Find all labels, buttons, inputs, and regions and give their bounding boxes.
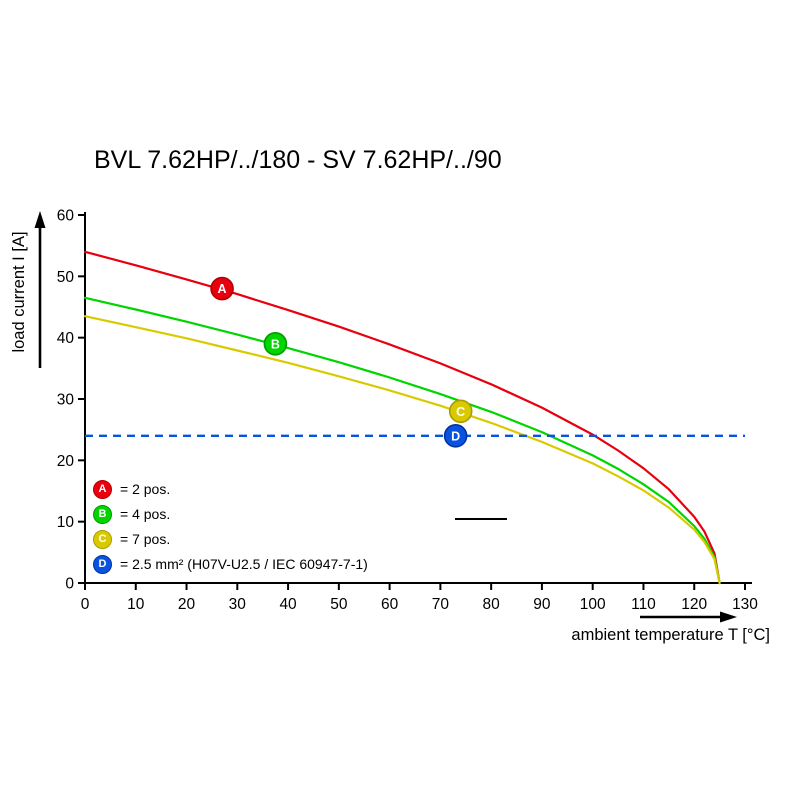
y-tick-label: 40 xyxy=(57,330,75,347)
chart-plot-area: 0 10 20 30 40 50 60 70 80 90 100 110 120 130 0 10 20 30 40… xyxy=(57,208,759,614)
x-tick-label: 90 xyxy=(533,596,551,613)
x-tick-label: 120 xyxy=(681,596,707,613)
x-tick-label: 80 xyxy=(483,596,501,613)
chart-title: BVL 7.62HP/../180 - SV 7.62HP/../90 xyxy=(94,146,502,174)
x-tick-label: 100 xyxy=(580,596,606,613)
series-B-curve xyxy=(83,296,721,585)
x-tick-label: 50 xyxy=(330,596,348,613)
legend-letter: C xyxy=(98,533,107,545)
legend-label-b: = 4 pos. xyxy=(120,506,171,522)
legend-item-c: C = 7 pos. xyxy=(93,528,368,550)
legend-label-a: = 2 pos. xyxy=(120,481,171,497)
marker-A xyxy=(210,276,234,301)
x-tick-label: 110 xyxy=(631,596,656,613)
legend-label-d: = 2.5 mm² (H07V-U2.5 / IEC 60947-7-1) xyxy=(120,556,368,572)
x-tick-label: 10 xyxy=(127,596,145,613)
legend-marker-c-icon: C xyxy=(93,529,112,549)
legend-letter: A xyxy=(98,483,107,495)
legend-label-c: = 7 pos. xyxy=(120,531,171,547)
y-tick-label: 10 xyxy=(57,514,75,531)
marker-D-letter: D xyxy=(451,429,460,443)
marker-C-letter: C xyxy=(456,405,465,419)
x-tick-label: 130 xyxy=(732,596,758,613)
legend-item-d: D = 2.5 mm² (H07V-U2.5 / IEC 60947-7-1) xyxy=(93,553,368,575)
x-tick-label: 20 xyxy=(178,596,196,613)
x-tick-label: 70 xyxy=(432,596,450,613)
x-tick-label: 0 xyxy=(81,596,90,613)
legend-item-b: B = 4 pos. xyxy=(93,503,368,525)
x-tick-label: 60 xyxy=(381,596,399,613)
legend-marker-b-icon: B xyxy=(93,504,112,524)
y-tick-label: 30 xyxy=(57,392,75,409)
y-tick-label: 20 xyxy=(57,453,75,470)
y-tick-label: 50 xyxy=(57,269,75,286)
legend-item-a: A = 2 pos. xyxy=(93,478,368,500)
x-tick-label: 30 xyxy=(229,596,247,613)
marker-B-letter: B xyxy=(271,337,280,351)
x-axis-arrow-icon xyxy=(640,611,737,623)
y-axis-arrow-icon xyxy=(34,211,46,368)
chart-legend: A = 2 pos. B = 4 pos. C = 7 pos. D = 2.5… xyxy=(93,478,368,575)
marker-B xyxy=(263,331,288,356)
x-tick-label: 40 xyxy=(279,596,297,613)
legend-marker-a-icon: A xyxy=(93,479,112,499)
series-C-curve xyxy=(83,315,721,585)
legend-marker-d-icon: D xyxy=(93,554,112,574)
x-axis-title: ambient temperature T [°C] xyxy=(571,626,770,644)
y-tick-label: 0 xyxy=(65,576,74,593)
marker-C xyxy=(448,399,473,424)
legend-letter: D xyxy=(98,558,107,570)
marker-A-letter: A xyxy=(218,282,227,296)
y-axis-title: load current I [A] xyxy=(10,231,28,352)
marker-D xyxy=(443,423,468,448)
legend-letter: B xyxy=(98,508,107,520)
y-tick-label: 60 xyxy=(57,208,75,225)
